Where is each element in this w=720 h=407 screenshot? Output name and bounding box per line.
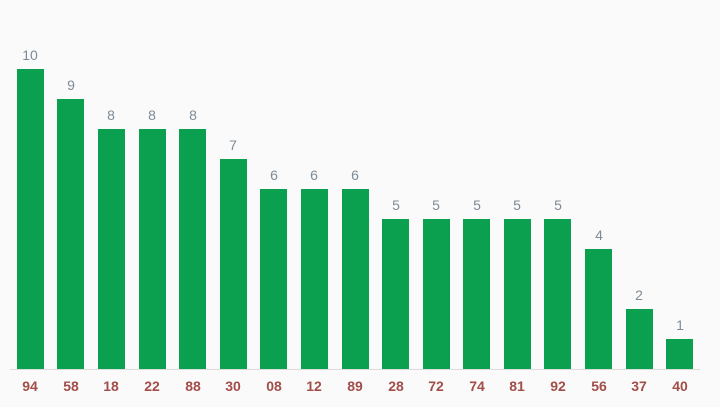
bar-92[interactable]: [544, 219, 571, 369]
bar-89[interactable]: [342, 189, 369, 369]
bar-value-label: 2: [635, 287, 643, 303]
bar-value-label: 5: [432, 197, 440, 213]
bar-37[interactable]: [626, 309, 653, 369]
bar-94[interactable]: [17, 69, 44, 369]
bar-88[interactable]: [179, 129, 206, 369]
x-axis-label: 88: [185, 378, 201, 394]
bar-40[interactable]: [666, 339, 693, 369]
bar-58[interactable]: [57, 99, 84, 369]
bar-value-label: 7: [229, 137, 237, 153]
x-axis-label: 37: [631, 378, 647, 394]
bar-value-label: 8: [189, 107, 197, 123]
x-axis-label: 40: [672, 378, 688, 394]
bar-value-label: 4: [595, 227, 603, 243]
x-axis-label: 81: [509, 378, 525, 394]
x-axis-label: 94: [22, 378, 38, 394]
bar-value-label: 6: [310, 167, 318, 183]
x-axis-label: 12: [306, 378, 322, 394]
x-axis-label: 08: [266, 378, 282, 394]
bar-56[interactable]: [585, 249, 612, 369]
bar-value-label: 1: [676, 317, 684, 333]
bar-value-label: 5: [554, 197, 562, 213]
bar-value-label: 9: [67, 77, 75, 93]
bar-81[interactable]: [504, 219, 531, 369]
bar-value-label: 6: [270, 167, 278, 183]
x-axis-label: 56: [591, 378, 607, 394]
bar-value-label: 10: [22, 47, 38, 63]
x-axis-label: 22: [144, 378, 160, 394]
bar-18[interactable]: [98, 129, 125, 369]
bar-74[interactable]: [463, 219, 490, 369]
x-axis-label: 89: [347, 378, 363, 394]
bar-value-label: 5: [473, 197, 481, 213]
x-axis-label: 92: [550, 378, 566, 394]
bar-value-label: 8: [107, 107, 115, 123]
x-axis-label: 58: [63, 378, 79, 394]
bar-value-label: 5: [392, 197, 400, 213]
bar-30[interactable]: [220, 159, 247, 369]
bar-12[interactable]: [301, 189, 328, 369]
bar-value-label: 8: [148, 107, 156, 123]
x-axis-label: 30: [225, 378, 241, 394]
bar-value-label: 6: [351, 167, 359, 183]
bar-72[interactable]: [423, 219, 450, 369]
x-axis-label: 18: [103, 378, 119, 394]
x-axis-label: 72: [428, 378, 444, 394]
bar-22[interactable]: [139, 129, 166, 369]
bar-28[interactable]: [382, 219, 409, 369]
bar-08[interactable]: [260, 189, 287, 369]
x-axis-label: 74: [469, 378, 485, 394]
x-axis-label: 28: [388, 378, 404, 394]
bar-value-label: 5: [513, 197, 521, 213]
x-axis-line: [10, 369, 700, 370]
